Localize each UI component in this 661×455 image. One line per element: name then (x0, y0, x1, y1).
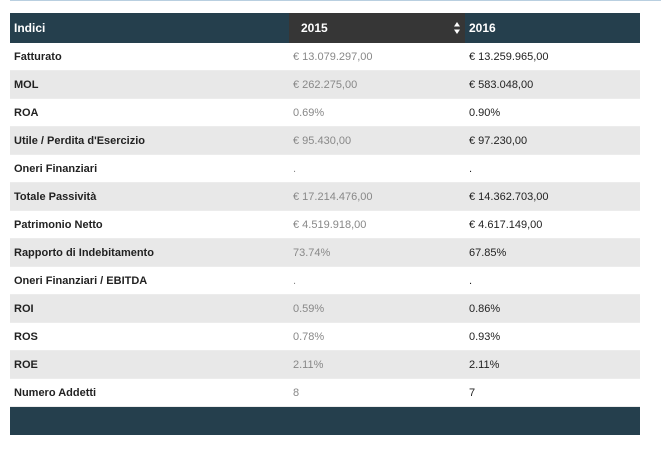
value-2016: € 97.230,00 (469, 134, 528, 147)
row-label: ROA (14, 106, 39, 119)
value-2016: . (469, 274, 473, 287)
indices-table: Indici 2015 2016 Fatturato € 13.079.297,… (10, 13, 640, 435)
row-label: Utile / Perdita d'Esercizio (14, 134, 145, 147)
table-row: Fatturato € 13.079.297,00 € 13.259.965,0… (10, 43, 640, 71)
table-row: Oneri Finanziari . . (10, 155, 640, 183)
table-row: ROS 0.78% 0.93% (10, 323, 640, 351)
sort-icon[interactable] (454, 22, 460, 34)
value-2016: . (469, 162, 473, 175)
value-2016: 0.86% (469, 302, 501, 315)
row-label: ROS (14, 330, 38, 343)
row-label: Patrimonio Netto (14, 218, 103, 231)
value-2016: € 13.259.965,00 (469, 50, 549, 63)
value-2015: € 17.214.476,00 (293, 190, 373, 203)
value-2016: € 4.617.149,00 (469, 218, 543, 231)
value-2015: . (293, 274, 297, 287)
table-row: ROE 2.11% 2.11% (10, 351, 640, 379)
value-2015: 0.59% (293, 302, 325, 315)
table-row: Patrimonio Netto € 4.519.918,00 € 4.617.… (10, 211, 640, 239)
value-2015: 2.11% (293, 358, 324, 371)
row-label: Oneri Finanziari / EBITDA (14, 274, 148, 287)
value-2015: . (293, 162, 297, 175)
value-2015: € 262.275,00 (293, 78, 358, 91)
row-label: ROI (14, 302, 34, 315)
header-indici[interactable]: Indici (14, 21, 46, 35)
table-header: Indici 2015 2016 (10, 13, 640, 43)
value-2015: 0.69% (293, 106, 325, 119)
table-row: Oneri Finanziari / EBITDA . . (10, 267, 640, 295)
value-2015: 0.78% (293, 330, 325, 343)
table-row: Totale Passività € 17.214.476,00 € 14.36… (10, 183, 640, 211)
value-2015: € 13.079.297,00 (293, 50, 373, 63)
table-row: ROA 0.69% 0.90% (10, 99, 640, 127)
value-2016: 0.90% (469, 106, 501, 119)
value-2015: 8 (293, 386, 300, 399)
row-label: Oneri Finanziari (14, 162, 98, 175)
value-2016: 7 (469, 386, 476, 399)
table-row: Utile / Perdita d'Esercizio € 95.430,00 … (10, 127, 640, 155)
header-2016[interactable]: 2016 (469, 21, 496, 35)
top-divider (10, 0, 661, 1)
header-2015[interactable]: 2015 (289, 13, 465, 43)
header-2015-label: 2015 (301, 21, 328, 35)
row-label: Numero Addetti (14, 386, 97, 399)
value-2016: 0.93% (469, 330, 501, 343)
table-footer (10, 407, 640, 435)
table-row: Numero Addetti 8 7 (10, 379, 640, 407)
table-body: Fatturato € 13.079.297,00 € 13.259.965,0… (10, 43, 640, 407)
table-row: MOL € 262.275,00 € 583.048,00 (10, 71, 640, 99)
value-2016: € 583.048,00 (469, 78, 534, 91)
row-label: MOL (14, 78, 39, 91)
row-label: Rapporto di Indebitamento (14, 246, 154, 259)
value-2016: 67.85% (469, 246, 507, 259)
value-2015: 73.74% (293, 246, 331, 259)
value-2015: € 4.519.918,00 (293, 218, 367, 231)
row-label: ROE (14, 358, 38, 371)
table-row: ROI 0.59% 0.86% (10, 295, 640, 323)
row-label: Fatturato (14, 50, 62, 63)
table-row: Rapporto di Indebitamento 73.74% 67.85% (10, 239, 640, 267)
value-2016: 2.11% (469, 358, 500, 371)
value-2015: € 95.430,00 (293, 134, 352, 147)
row-label: Totale Passività (14, 190, 97, 203)
value-2016: € 14.362.703,00 (469, 190, 549, 203)
